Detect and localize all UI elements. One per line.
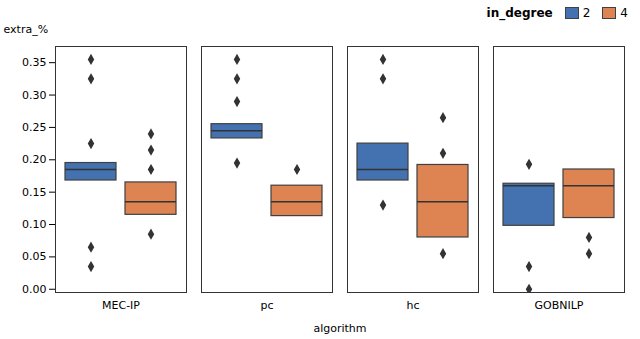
svg-text:0.05: 0.05 <box>22 250 47 263</box>
svg-text:0.35: 0.35 <box>22 56 47 69</box>
svg-text:0.30: 0.30 <box>22 89 47 102</box>
svg-text:0.10: 0.10 <box>22 218 47 231</box>
html-text:2: 2 <box>582 6 591 20</box>
html-text:in_degree: in_degree <box>486 6 553 20</box>
svg-text:extra_%: extra_% <box>4 23 49 36</box>
svg-text:0.15: 0.15 <box>22 186 47 199</box>
svg-text:0.00: 0.00 <box>22 283 47 296</box>
svg-text:pc: pc <box>260 299 273 312</box>
svg-text:MEC-IP: MEC-IP <box>102 299 140 312</box>
svg-text:GOBNILP: GOBNILP <box>535 299 584 312</box>
svg-text:hc: hc <box>406 299 419 312</box>
svg-text:algorithm: algorithm <box>313 322 366 335</box>
html-text:4: 4 <box>620 6 628 20</box>
svg-text:0.25: 0.25 <box>22 121 47 134</box>
svg-text:0.20: 0.20 <box>22 153 47 166</box>
